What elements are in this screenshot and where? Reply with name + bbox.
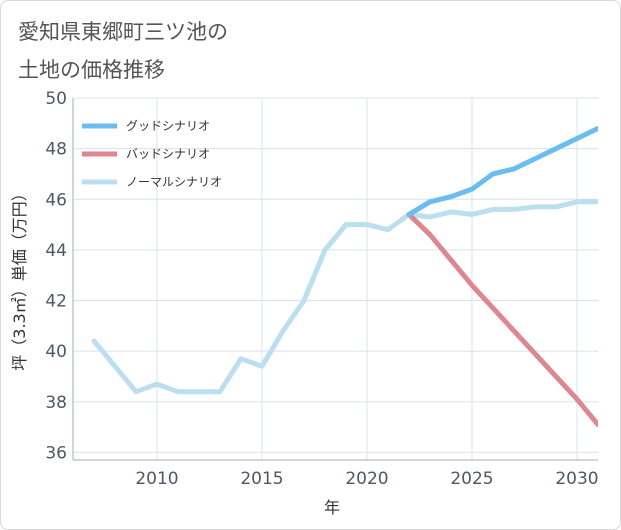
legend-label: グッドシナリオ — [126, 119, 210, 133]
series-line-normal — [91, 199, 598, 395]
series-line-good — [406, 125, 598, 217]
y-tick-label: 44 — [45, 241, 67, 261]
tick-labels: 2010 2015 2020 2025 2030 36 38 40 42 44 46 48 50 — [45, 89, 598, 489]
y-tick-label: 40 — [45, 342, 67, 362]
legend-label: ノーマルシナリオ — [126, 175, 222, 189]
series-line-bad — [406, 211, 598, 428]
series-group — [91, 125, 598, 428]
y-tick-label: 36 — [45, 443, 67, 463]
y-tick-label: 42 — [45, 292, 67, 312]
x-tick-label: 2025 — [450, 469, 493, 489]
legend-item-normal[interactable]: ノーマルシナリオ — [82, 175, 222, 189]
legend-item-good[interactable]: グッドシナリオ — [82, 119, 210, 133]
x-tick-label: 2030 — [555, 469, 598, 489]
grid — [73, 97, 598, 460]
y-axis-title: 坪（3.3㎡）単価（万円） — [10, 185, 29, 370]
x-axis-title: 年 — [324, 498, 340, 517]
y-tick-label: 50 — [45, 89, 67, 109]
chart-title-line-1: 愛知県東郷町三ツ池の — [18, 20, 228, 44]
x-tick-label: 2015 — [240, 469, 283, 489]
plot-frame — [72, 98, 598, 461]
legend-item-bad[interactable]: バッドシナリオ — [82, 147, 210, 161]
y-tick-label: 48 — [45, 140, 67, 160]
legend-label: バッドシナリオ — [126, 147, 210, 161]
y-tick-label: 46 — [45, 190, 67, 210]
x-tick-label: 2020 — [345, 469, 388, 489]
chart-title-line-2: 土地の価格推移 — [18, 58, 165, 82]
y-tick-label: 38 — [45, 393, 67, 413]
x-tick-label: 2010 — [135, 469, 178, 489]
